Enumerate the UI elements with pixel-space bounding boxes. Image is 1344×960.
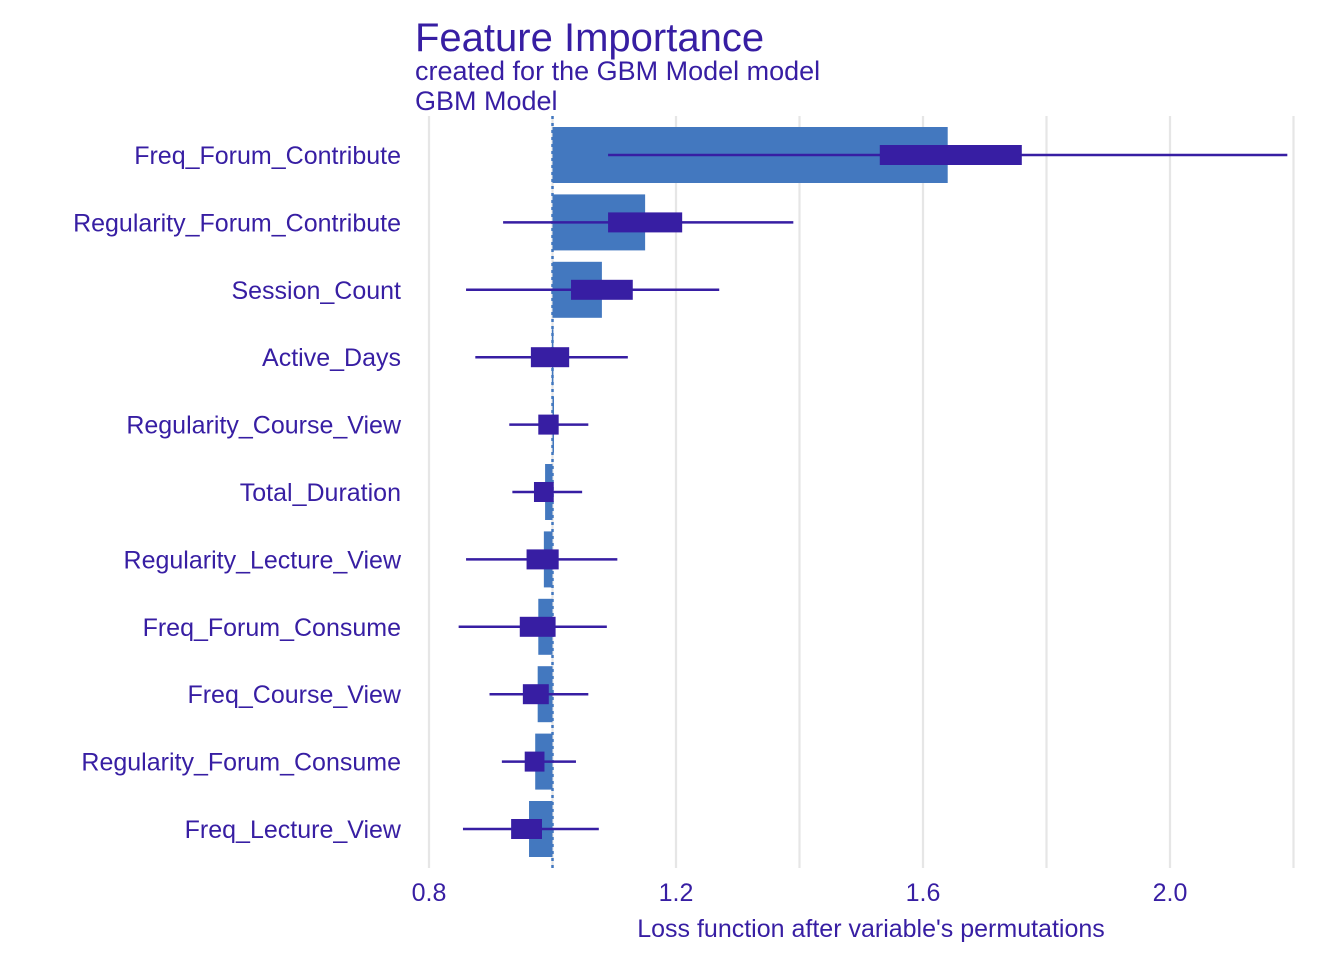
chart-subtitle: created for the GBM Model model xyxy=(415,56,820,86)
boxplot-box xyxy=(879,145,1022,165)
boxplot xyxy=(466,279,720,300)
y-tick-label: Regularity_Forum_Contribute xyxy=(73,209,401,237)
boxplot xyxy=(512,482,583,502)
boxplot-box xyxy=(524,751,545,772)
y-tick-label: Regularity_Lecture_View xyxy=(124,546,402,574)
bars-layer xyxy=(529,127,948,857)
boxplot-box xyxy=(530,347,570,368)
y-axis-labels: Freq_Forum_Contribute Regularity_Forum_Co… xyxy=(73,142,402,844)
boxplot xyxy=(462,819,599,839)
boxplot xyxy=(489,684,589,705)
boxplot-box xyxy=(571,279,633,300)
x-tick-label: 2.0 xyxy=(1153,879,1188,907)
boxplot-box xyxy=(608,212,683,233)
boxplot xyxy=(475,347,628,368)
y-tick-label: Active_Days xyxy=(262,344,401,372)
boxplot-box xyxy=(533,482,554,502)
y-tick-label: Freq_Forum_Consume xyxy=(143,614,401,642)
boxplot xyxy=(466,549,618,570)
boxplot-box xyxy=(522,684,549,705)
x-tick-label: 1.6 xyxy=(906,879,941,907)
y-tick-label: Regularity_Forum_Consume xyxy=(81,749,401,777)
y-tick-label: Freq_Forum_Contribute xyxy=(134,142,401,170)
boxplot xyxy=(501,751,576,772)
facet-label: GBM Model xyxy=(415,86,558,116)
y-tick-label: Freq_Course_View xyxy=(187,681,401,709)
x-tick-label: 0.8 xyxy=(412,879,447,907)
x-axis-title: Loss function after variable's permutati… xyxy=(637,915,1105,943)
boxplot xyxy=(608,145,1288,165)
x-tick-label: 1.2 xyxy=(659,879,694,907)
boxplot xyxy=(503,212,794,233)
x-axis-tick-labels: 0.8 1.2 1.6 2.0 xyxy=(412,879,1188,907)
boxplot xyxy=(509,414,589,435)
chart-title: Feature Importance xyxy=(415,16,764,60)
boxplot-box xyxy=(511,819,543,839)
y-tick-label: Session_Count xyxy=(231,277,401,305)
boxplot-box xyxy=(538,414,559,435)
boxplot xyxy=(458,616,607,637)
y-tick-label: Total_Duration xyxy=(240,479,401,507)
y-tick-label: Regularity_Course_View xyxy=(126,412,402,440)
boxplot-box xyxy=(526,549,559,570)
y-tick-label: Freq_Lecture_View xyxy=(185,816,402,844)
boxplot-box xyxy=(519,616,556,637)
boxplots-layer xyxy=(458,145,1288,839)
